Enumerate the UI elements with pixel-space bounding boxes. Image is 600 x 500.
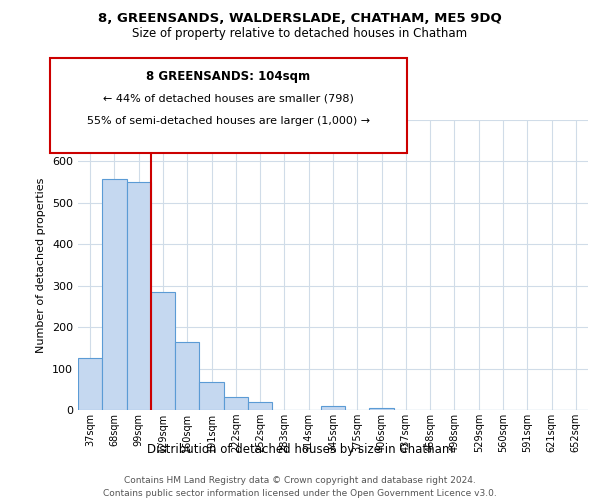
Text: 55% of semi-detached houses are larger (1,000) →: 55% of semi-detached houses are larger (…	[87, 116, 370, 126]
Text: 8, GREENSANDS, WALDERSLADE, CHATHAM, ME5 9DQ: 8, GREENSANDS, WALDERSLADE, CHATHAM, ME5…	[98, 12, 502, 26]
Text: 8 GREENSANDS: 104sqm: 8 GREENSANDS: 104sqm	[146, 70, 310, 83]
Bar	[78, 358, 102, 410]
Text: Contains public sector information licensed under the Open Government Licence v3: Contains public sector information licen…	[103, 489, 497, 498]
Bar	[151, 292, 175, 410]
Text: Distribution of detached houses by size in Chatham: Distribution of detached houses by size …	[147, 442, 453, 456]
Bar	[127, 182, 151, 410]
Text: ← 44% of detached houses are smaller (798): ← 44% of detached houses are smaller (79…	[103, 94, 354, 104]
Bar	[321, 406, 345, 410]
Text: Contains HM Land Registry data © Crown copyright and database right 2024.: Contains HM Land Registry data © Crown c…	[124, 476, 476, 485]
Text: Size of property relative to detached houses in Chatham: Size of property relative to detached ho…	[133, 28, 467, 40]
Bar	[199, 382, 224, 410]
Bar	[102, 179, 127, 410]
Bar	[175, 342, 199, 410]
Bar	[370, 408, 394, 410]
Bar	[248, 402, 272, 410]
Bar	[224, 396, 248, 410]
Y-axis label: Number of detached properties: Number of detached properties	[37, 178, 46, 352]
